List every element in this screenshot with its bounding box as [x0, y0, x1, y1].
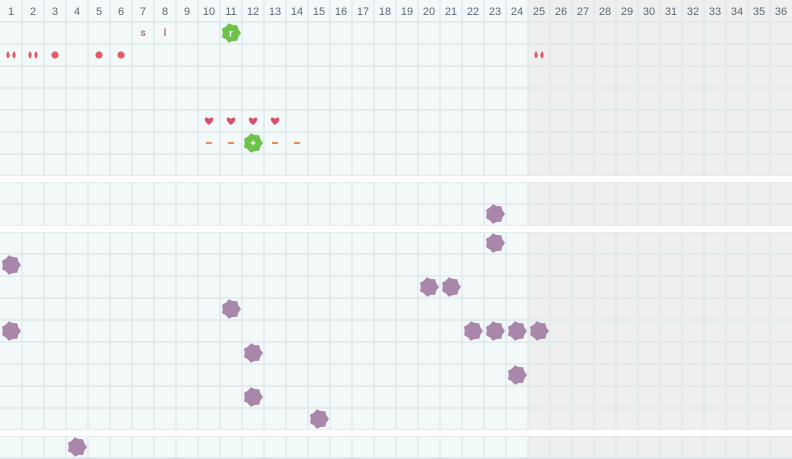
- purple-event[interactable]: [486, 204, 505, 224]
- purple-event-shape: [420, 277, 439, 297]
- dash-mark: [272, 142, 278, 144]
- drop-icon: [534, 51, 538, 59]
- purple-event[interactable]: [486, 233, 505, 253]
- day-header-34[interactable]: 34: [731, 6, 743, 18]
- day-header-28[interactable]: 28: [599, 6, 611, 18]
- day-header-36[interactable]: 36: [775, 6, 787, 18]
- section-separator: [0, 226, 792, 232]
- dash-mark: [206, 142, 212, 144]
- day-header-30[interactable]: 30: [643, 6, 655, 18]
- purple-event[interactable]: [310, 409, 329, 429]
- purple-event-shape: [2, 321, 21, 341]
- drop-icon: [28, 51, 32, 59]
- day-header-9[interactable]: 9: [184, 6, 190, 18]
- green-event-shape: [244, 133, 263, 153]
- purple-event[interactable]: [508, 321, 527, 341]
- purple-event[interactable]: [486, 321, 505, 341]
- purple-event-shape: [508, 365, 527, 385]
- day-header-8[interactable]: 8: [162, 6, 168, 18]
- day-header-27[interactable]: 27: [577, 6, 589, 18]
- purple-event-shape: [68, 437, 87, 457]
- purple-event-shape: [244, 387, 263, 407]
- day-header-19[interactable]: 19: [401, 6, 413, 18]
- day-header-26[interactable]: 26: [555, 6, 567, 18]
- day-header-16[interactable]: 16: [335, 6, 347, 18]
- day-header-11[interactable]: 11: [225, 6, 236, 18]
- day-header-3[interactable]: 3: [52, 6, 58, 18]
- day-header-29[interactable]: 29: [621, 6, 633, 18]
- purple-event[interactable]: [2, 255, 21, 275]
- purple-event-shape: [244, 343, 263, 363]
- day-header-23[interactable]: 23: [489, 6, 501, 18]
- day-header-6[interactable]: 6: [118, 6, 124, 18]
- day-header-25[interactable]: 25: [533, 6, 545, 18]
- day-header-20[interactable]: 20: [423, 6, 435, 18]
- dash-mark: [228, 142, 234, 144]
- purple-event[interactable]: [2, 321, 21, 341]
- purple-event-shape: [486, 321, 505, 341]
- day-header-5[interactable]: 5: [96, 6, 102, 18]
- day-header-18[interactable]: 18: [379, 6, 391, 18]
- drop-icon: [34, 51, 38, 59]
- day-header-24[interactable]: 24: [511, 6, 523, 18]
- purple-event-shape: [486, 204, 505, 224]
- dot-icon: [95, 51, 103, 59]
- dot-icon: [51, 51, 59, 59]
- drop-icon: [540, 51, 544, 59]
- purple-event[interactable]: [68, 437, 87, 457]
- purple-event[interactable]: [530, 321, 549, 341]
- day-header-2[interactable]: 2: [30, 6, 36, 18]
- purple-event[interactable]: [508, 365, 527, 385]
- purple-event-shape: [464, 321, 483, 341]
- day-header-35[interactable]: 35: [753, 6, 765, 18]
- day-header-4[interactable]: 4: [74, 6, 80, 18]
- day-header-12[interactable]: 12: [247, 6, 259, 18]
- purple-event[interactable]: [442, 277, 461, 297]
- purple-event-shape: [222, 299, 241, 319]
- purple-event[interactable]: [420, 277, 439, 297]
- heart-icon: [248, 117, 258, 125]
- day-header-33[interactable]: 33: [709, 6, 721, 18]
- green-event-shape: [222, 23, 241, 43]
- green-event[interactable]: [222, 23, 241, 43]
- day-header-31[interactable]: 31: [665, 6, 677, 18]
- day-header-10[interactable]: 10: [203, 6, 215, 18]
- green-event-label: r: [229, 29, 233, 40]
- purple-event-shape: [310, 409, 329, 429]
- note-letter-l: l: [164, 28, 167, 39]
- day-header-22[interactable]: 22: [467, 6, 479, 18]
- section-separator: [0, 430, 792, 436]
- note-letter-s: s: [140, 28, 146, 39]
- day-header-1[interactable]: 1: [8, 6, 14, 18]
- day-header-15[interactable]: 15: [313, 6, 325, 18]
- day-header-7[interactable]: 7: [140, 6, 146, 18]
- green-event-label: +: [250, 139, 256, 150]
- purple-event[interactable]: [464, 321, 483, 341]
- heart-icon: [270, 117, 280, 125]
- purple-event-shape: [508, 321, 527, 341]
- purple-event-shape: [530, 321, 549, 341]
- day-header-14[interactable]: 14: [291, 6, 303, 18]
- purple-event-shape: [442, 277, 461, 297]
- day-header-13[interactable]: 13: [269, 6, 281, 18]
- purple-event[interactable]: [222, 299, 241, 319]
- dot-icon: [117, 51, 125, 59]
- purple-event-shape: [2, 255, 21, 275]
- day-header-32[interactable]: 32: [687, 6, 699, 18]
- purple-event-shape: [486, 233, 505, 253]
- purple-event[interactable]: [244, 387, 263, 407]
- heart-icon: [204, 117, 214, 125]
- day-header-17[interactable]: 17: [357, 6, 369, 18]
- green-event[interactable]: [244, 133, 263, 153]
- day-header-21[interactable]: 21: [445, 6, 457, 18]
- purple-event[interactable]: [244, 343, 263, 363]
- drop-icon: [12, 51, 16, 59]
- dash-mark: [294, 142, 300, 144]
- heart-icon: [226, 117, 236, 125]
- drop-icon: [6, 51, 10, 59]
- section-separator: [0, 176, 792, 182]
